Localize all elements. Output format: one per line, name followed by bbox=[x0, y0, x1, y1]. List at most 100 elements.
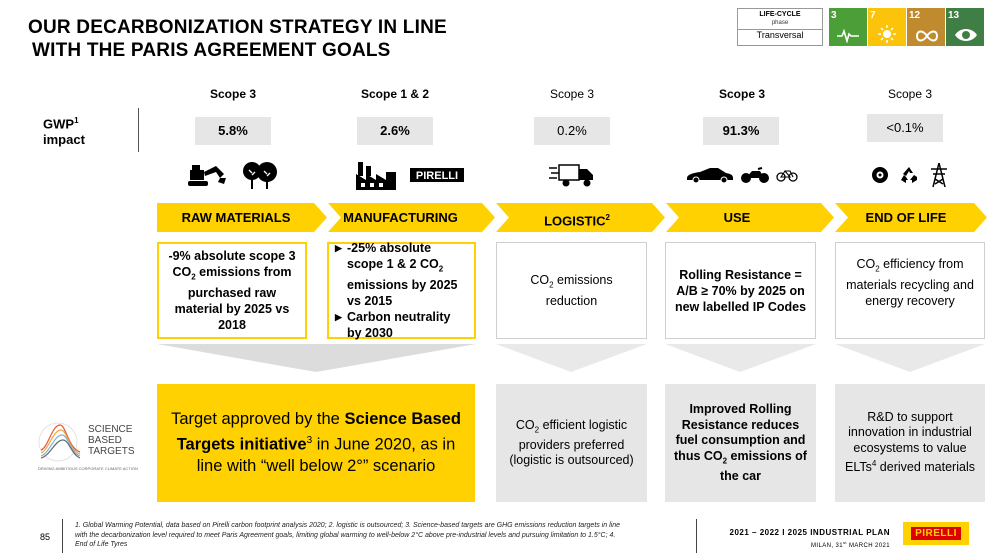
sdg-7-icon: 7 bbox=[868, 8, 906, 46]
funnel-end-of-life bbox=[835, 344, 985, 372]
title-line-1: OUR DECARBONIZATION STRATEGY IN LINE bbox=[28, 17, 447, 38]
chevron-manufacturing bbox=[328, 203, 495, 232]
value-chain-chevrons bbox=[157, 203, 987, 232]
factory-icon bbox=[356, 162, 396, 190]
manufacturing-icons: PIRELLI bbox=[335, 158, 485, 192]
stage-label: LOGISTIC bbox=[544, 213, 606, 229]
stage-raw-materials: RAW MATERIALS bbox=[157, 203, 315, 232]
raw-materials-icons bbox=[158, 158, 308, 192]
pirelli-logo-text: PIRELLI bbox=[911, 527, 961, 540]
funnel-use bbox=[665, 344, 816, 372]
scope-logistic: Scope 3 bbox=[549, 87, 595, 101]
chevron-raw-materials bbox=[157, 203, 327, 232]
action-text: CO2 efficient logistic providers preferr… bbox=[509, 417, 634, 468]
scope-end-of-life: Scope 3 bbox=[887, 87, 933, 101]
action-text: R&D to support innovation in industrial … bbox=[845, 409, 975, 475]
gwp-value-end-of-life: <0.1% bbox=[867, 114, 943, 142]
lifecycle-badge: LIFE-CYCLE phase Transversal bbox=[737, 8, 823, 46]
trees-icon bbox=[243, 162, 277, 189]
sdg-number: 13 bbox=[948, 10, 960, 21]
stage-logistic: LOGISTIC2 bbox=[502, 203, 652, 232]
scope-use: Scope 3 bbox=[718, 87, 766, 101]
target-bullet: -25% absolute scope 1 & 2 CO2 emissions … bbox=[335, 240, 468, 310]
footer-divider-right bbox=[696, 519, 697, 553]
sbti-text-before: Target approved by the bbox=[171, 410, 345, 429]
target-text: CO2 efficiency from materials recycling … bbox=[846, 256, 974, 309]
action-text: Improved Rolling Resistance reduces fuel… bbox=[674, 402, 807, 483]
gwp-value-manufacturing: 2.6% bbox=[357, 117, 433, 145]
sdg-12-icon: 12 bbox=[907, 8, 945, 46]
gwp-value-raw-materials: 5.8% bbox=[195, 117, 271, 145]
page-title: OUR DECARBONIZATION STRATEGY IN LINE WIT… bbox=[28, 16, 447, 62]
gwp-sup: 1 bbox=[74, 116, 79, 125]
footer-divider-left bbox=[62, 519, 63, 553]
bicycle-icon bbox=[776, 170, 798, 182]
date-sup: st bbox=[842, 540, 847, 545]
excavator-icon bbox=[188, 165, 226, 186]
use-icons bbox=[667, 158, 817, 192]
chevron-end-of-life bbox=[835, 203, 987, 232]
stage-end-of-life: END OF LIFE bbox=[841, 203, 971, 232]
funnel-main bbox=[157, 344, 476, 372]
sdg-13-icon: 13 bbox=[946, 8, 984, 46]
target-text: -9% absolute scope 3 CO2 emissions from … bbox=[168, 248, 296, 333]
page-number: 85 bbox=[40, 532, 51, 542]
svg-text:PIRELLI: PIRELLI bbox=[416, 170, 458, 182]
scope-raw-materials: Scope 3 bbox=[209, 87, 257, 101]
gwp-value-use: 91.3% bbox=[703, 117, 779, 145]
stage-manufacturing: MANUFACTURING bbox=[333, 203, 468, 232]
stage-sup: 2 bbox=[605, 213, 610, 222]
target-text: Rolling Resistance = A/B ≥ 70% by 2025 o… bbox=[674, 267, 807, 314]
stage-label: RAW MATERIALS bbox=[181, 210, 291, 225]
gwp-label-text: GWP bbox=[43, 116, 75, 132]
stage-use: USE bbox=[672, 203, 802, 232]
pirelli-logo: PIRELLI bbox=[410, 168, 464, 182]
sbti-text-bold: Science Based Targets initiative bbox=[176, 410, 461, 454]
funnel-shapes bbox=[157, 344, 985, 372]
end-of-life-icons bbox=[835, 158, 985, 192]
action-end-of-life: R&D to support innovation in industrial … bbox=[835, 384, 985, 502]
target-bullet: Carbon neutrality by 2030 bbox=[335, 309, 468, 341]
scope-manufacturing: Scope 1 & 2 bbox=[360, 87, 430, 101]
target-manufacturing: -25% absolute scope 1 & 2 CO2 emissions … bbox=[327, 240, 476, 342]
chevron-use bbox=[666, 203, 834, 232]
target-bullets: -25% absolute scope 1 & 2 CO2 emissions … bbox=[335, 240, 468, 342]
action-logistic: CO2 efficient logistic providers preferr… bbox=[496, 384, 647, 502]
sbti-line: BASED bbox=[88, 435, 122, 446]
pirelli-footer-logo: PIRELLI bbox=[903, 522, 969, 545]
target-logistic: CO2 emissions reduction bbox=[496, 242, 647, 339]
recycle-icon bbox=[901, 167, 917, 183]
sbti-text-after: in June 2020, as in line with “well belo… bbox=[196, 435, 456, 475]
target-text: CO2 emissions reduction bbox=[530, 272, 613, 309]
action-use: Improved Rolling Resistance reduces fuel… bbox=[665, 384, 816, 502]
funnel-logistic bbox=[496, 344, 647, 372]
sbti-line: SCIENCE bbox=[88, 424, 133, 435]
sbti-wave-icon bbox=[38, 422, 81, 462]
logistic-icons bbox=[497, 158, 647, 192]
power-pylon-icon bbox=[931, 162, 947, 188]
lifecycle-phase: phase bbox=[771, 20, 789, 26]
lifecycle-value: Transversal bbox=[738, 29, 822, 41]
motorcycle-icon bbox=[741, 167, 769, 183]
gwp-label: GWP1 impact bbox=[43, 113, 85, 148]
sbti-line: TARGETS bbox=[88, 446, 135, 457]
sdg-number: 3 bbox=[831, 10, 837, 21]
chevron-logistic bbox=[496, 203, 665, 232]
footnotes: 1. Global Warming Potential, data based … bbox=[75, 522, 620, 548]
truck-icon bbox=[549, 164, 593, 187]
car-icon bbox=[687, 168, 733, 183]
sbti-approval-text: Target approved by the Science Based Tar… bbox=[165, 409, 467, 477]
sdg-number: 12 bbox=[909, 10, 921, 21]
date-suffix: MARCH 2021 bbox=[846, 543, 890, 549]
date-prefix: MILAN, 31 bbox=[811, 543, 843, 549]
sbti-approval-box: Target approved by the Science Based Tar… bbox=[157, 384, 475, 502]
gwp-divider bbox=[138, 108, 139, 152]
gwp-label-impact: impact bbox=[43, 132, 85, 148]
sbti-sup: 3 bbox=[306, 435, 313, 447]
gwp-value-logistic: 0.2% bbox=[534, 117, 610, 145]
target-end-of-life: CO2 efficiency from materials recycling … bbox=[835, 242, 985, 339]
stage-label: MANUFACTURING bbox=[343, 210, 458, 225]
stage-label: END OF LIFE bbox=[865, 210, 947, 225]
sbti-tagline: DRIVING AMBITIOUS CORPORATE CLIMATE ACTI… bbox=[38, 466, 138, 471]
lifecycle-label: LIFE-CYCLE bbox=[759, 11, 801, 18]
